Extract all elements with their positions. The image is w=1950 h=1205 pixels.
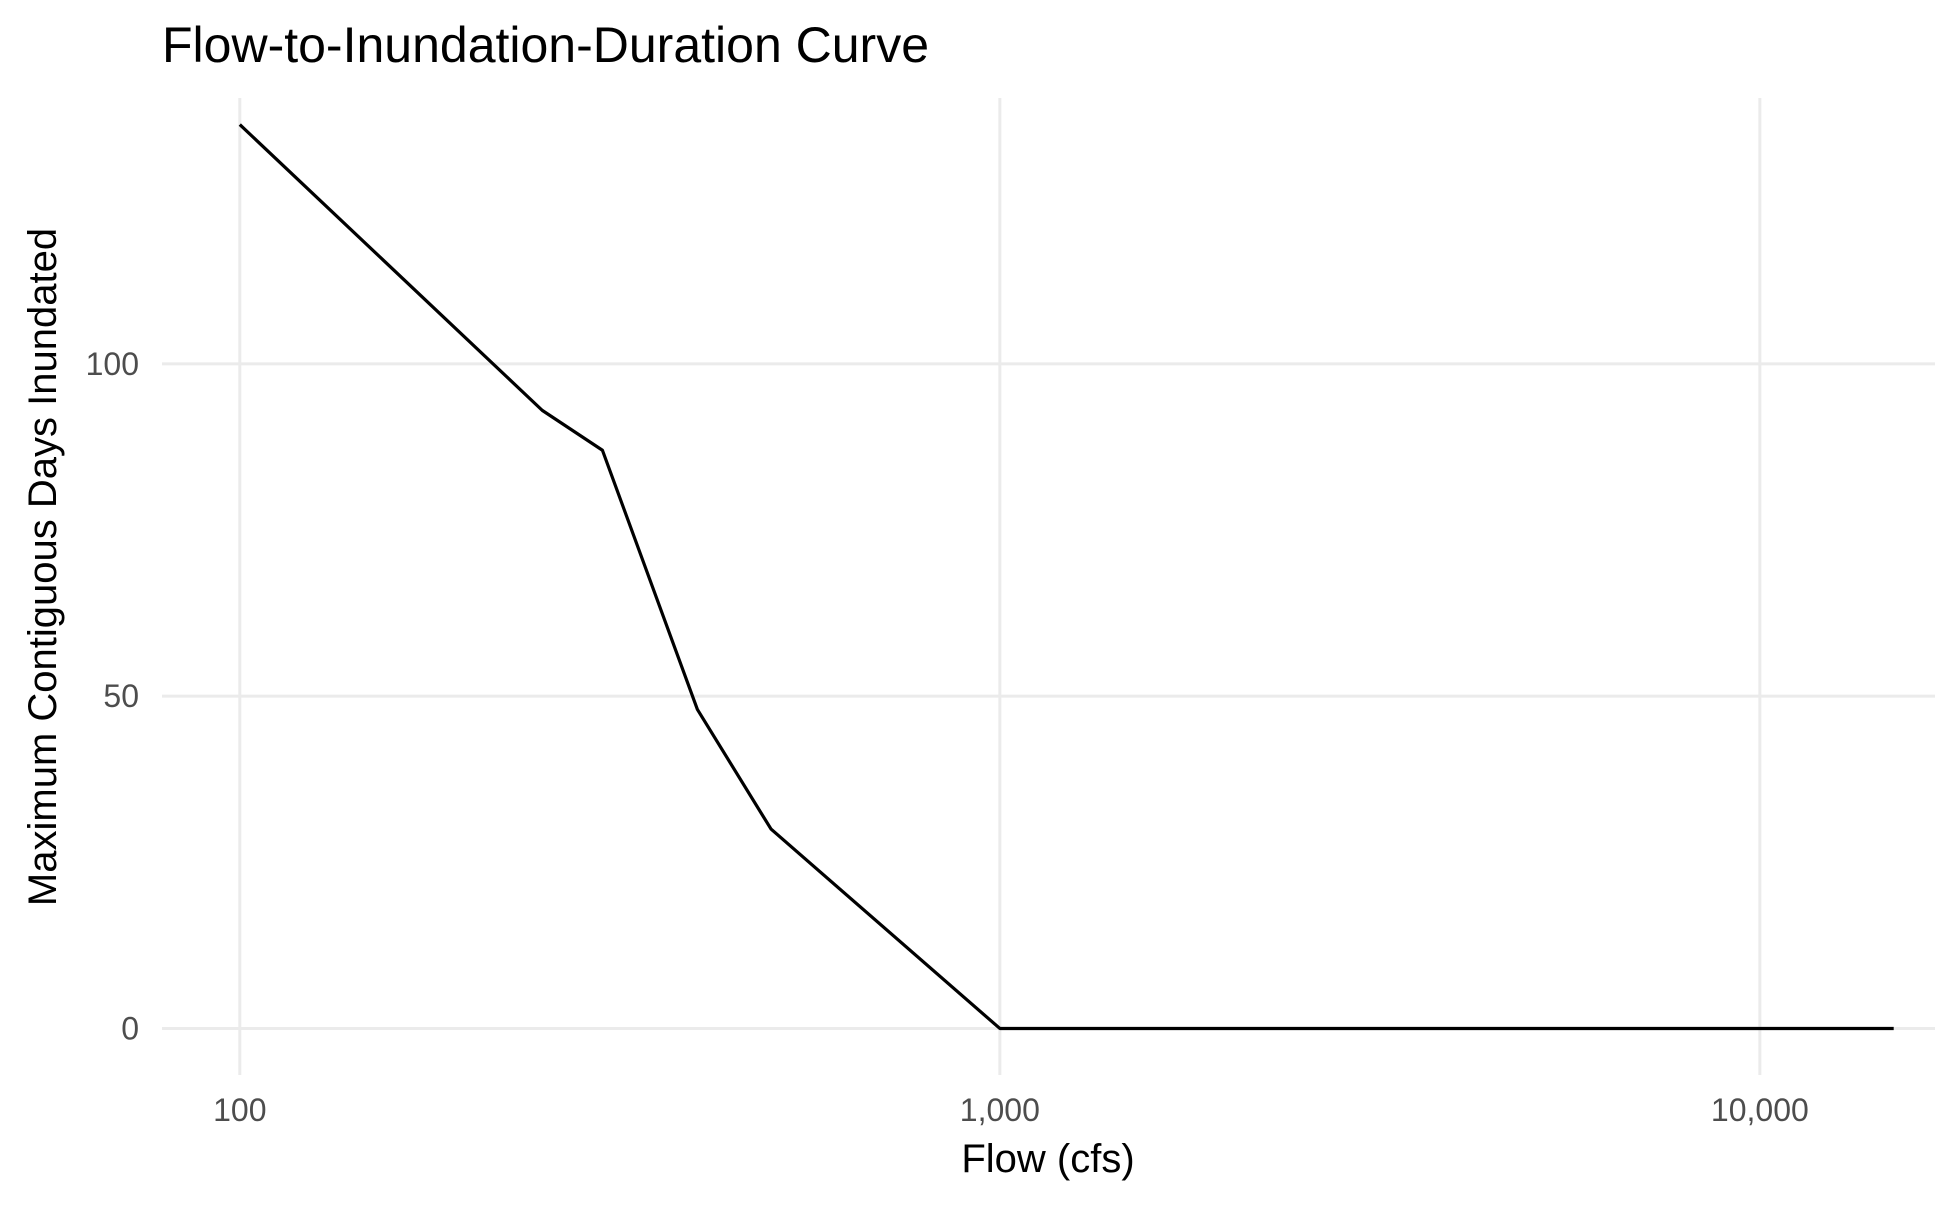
y-tick-label: 100	[86, 346, 139, 382]
y-axis-title: Maximum Contiguous Days Inundated	[21, 228, 65, 906]
chart-title: Flow-to-Inundation-Duration Curve	[162, 17, 929, 73]
x-tick-label: 1,000	[960, 1092, 1040, 1128]
y-tick-label: 50	[103, 678, 139, 714]
x-tick-label: 100	[213, 1092, 266, 1128]
x-axis-ticks: 100 1,000 10,000	[213, 1092, 1809, 1128]
x-axis-title: Flow (cfs)	[961, 1137, 1134, 1181]
series-layer	[238, 123, 1894, 1031]
series-line	[238, 123, 1894, 1031]
gridlines	[162, 98, 1935, 1075]
y-axis-ticks: 0 50 100	[86, 346, 139, 1047]
y-tick-label: 0	[121, 1010, 139, 1046]
x-tick-label: 10,000	[1711, 1092, 1809, 1128]
